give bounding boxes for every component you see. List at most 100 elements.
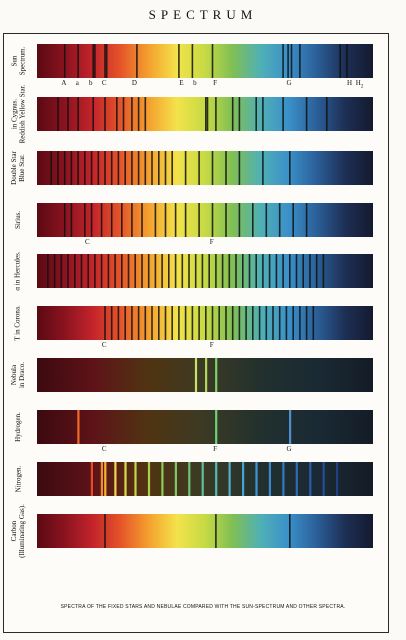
- spectrum-band: [37, 44, 373, 78]
- absorption-line: [94, 44, 96, 78]
- fraunhofer-mark: D: [132, 79, 137, 87]
- fraunhofer-mark-text: F: [209, 238, 214, 246]
- emission-line: [228, 462, 231, 496]
- absorption-line: [63, 203, 66, 237]
- absorption-line: [181, 254, 184, 288]
- fraunhofer-mark-text: F: [213, 79, 218, 87]
- spectrum-svg: [37, 254, 373, 288]
- spectrum-label-text: Nebula in Draco.: [10, 362, 26, 388]
- absorption-line: [104, 44, 106, 78]
- absorption-line: [151, 151, 153, 185]
- absorption-line: [124, 151, 126, 185]
- absorption-line: [218, 306, 220, 340]
- fraunhofer-mark-text: b: [89, 79, 93, 87]
- absorption-line: [147, 254, 150, 288]
- fraunhofer-mark: F: [210, 238, 214, 246]
- absorption-line: [100, 254, 103, 288]
- absorption-line: [285, 306, 288, 340]
- absorption-line: [74, 254, 76, 288]
- absorption-line: [144, 151, 147, 185]
- absorption-line: [265, 306, 268, 340]
- absorption-line: [141, 254, 143, 288]
- absorption-line: [201, 254, 204, 288]
- absorption-line: [211, 151, 214, 185]
- absorption-line: [221, 254, 224, 288]
- fraunhofer-mark-text: C: [101, 79, 107, 87]
- absorption-line: [211, 44, 214, 78]
- spectrum-gradient: [37, 203, 373, 237]
- spectrum-label-line: Blue Star.: [18, 154, 27, 182]
- absorption-line: [265, 203, 268, 237]
- fraunhofer-mark: H2: [356, 79, 364, 91]
- emission-line: [201, 462, 204, 496]
- emission-line: [205, 358, 208, 392]
- absorption-line: [104, 97, 106, 131]
- spectrum-label-text: Sirius.: [14, 211, 22, 229]
- spectrum-label: in Cygnus. Reddish Yellow Star.: [4, 85, 32, 144]
- absorption-line: [154, 254, 157, 288]
- spectrum-label: Carbon (Illuminating Gas).: [4, 504, 32, 558]
- absorption-line: [161, 254, 163, 288]
- fraunhofer-mark-text: F: [213, 445, 218, 453]
- spectrum-label-text: Nitrogen.: [14, 466, 22, 493]
- spectrum-label-line: Sirius.: [14, 210, 22, 230]
- absorption-line: [289, 254, 291, 288]
- absorption-line: [90, 203, 93, 237]
- absorption-line: [262, 151, 264, 185]
- absorption-line: [151, 306, 153, 340]
- fraunhofer-mark-text: b: [193, 79, 197, 87]
- spectrum-svg: [37, 410, 373, 444]
- spectrum-label: Hydrogen.: [4, 410, 32, 444]
- emission-line: [268, 462, 271, 496]
- absorption-line: [252, 203, 254, 237]
- spectrum-svg: [37, 514, 373, 548]
- absorption-line: [295, 254, 298, 288]
- emission-line: [322, 462, 325, 496]
- absorption-line: [92, 44, 94, 78]
- absorption-line: [262, 97, 264, 131]
- absorption-line: [188, 254, 190, 288]
- absorption-line: [67, 97, 69, 131]
- absorption-line: [110, 151, 113, 185]
- absorption-line: [268, 254, 271, 288]
- emission-line: [174, 462, 177, 496]
- emission-line: [100, 462, 103, 496]
- absorption-line: [191, 44, 194, 78]
- absorption-line: [131, 306, 133, 340]
- fraunhofer-mark-text: a: [75, 79, 79, 87]
- spectrum-svg: [37, 358, 373, 392]
- absorption-line: [77, 44, 79, 78]
- emission-line: [90, 462, 93, 496]
- spectrum-band: [37, 306, 373, 340]
- absorption-line: [215, 254, 217, 288]
- emission-line: [215, 410, 218, 444]
- fraunhofer-mark: F: [210, 341, 214, 349]
- absorption-line: [198, 203, 200, 237]
- spectrum-band: [37, 358, 373, 392]
- absorption-line: [278, 306, 281, 340]
- spectrum-svg: [37, 462, 373, 496]
- spectrum-label-text: Double Star Blue Star.: [10, 151, 26, 185]
- fraunhofer-mark-text: D: [131, 79, 137, 87]
- absorption-line: [225, 151, 227, 185]
- absorption-line: [100, 203, 103, 237]
- absorption-line: [178, 44, 180, 78]
- emission-line: [77, 410, 80, 444]
- absorption-line: [164, 306, 167, 340]
- absorption-line: [63, 44, 66, 78]
- fraunhofer-mark-subscript: 2: [360, 84, 364, 90]
- absorption-line: [127, 254, 130, 288]
- absorption-line: [255, 254, 257, 288]
- absorption-line: [174, 203, 177, 237]
- absorption-line: [104, 151, 106, 185]
- absorption-line: [117, 306, 120, 340]
- spectrum-svg: [37, 44, 373, 78]
- absorption-line: [305, 203, 308, 237]
- emission-line: [215, 358, 218, 392]
- emission-line: [194, 358, 198, 392]
- absorption-line: [191, 306, 194, 340]
- absorption-line: [302, 254, 304, 288]
- fraunhofer-mark: G: [286, 445, 291, 453]
- absorption-line: [198, 151, 200, 185]
- absorption-line: [211, 306, 214, 340]
